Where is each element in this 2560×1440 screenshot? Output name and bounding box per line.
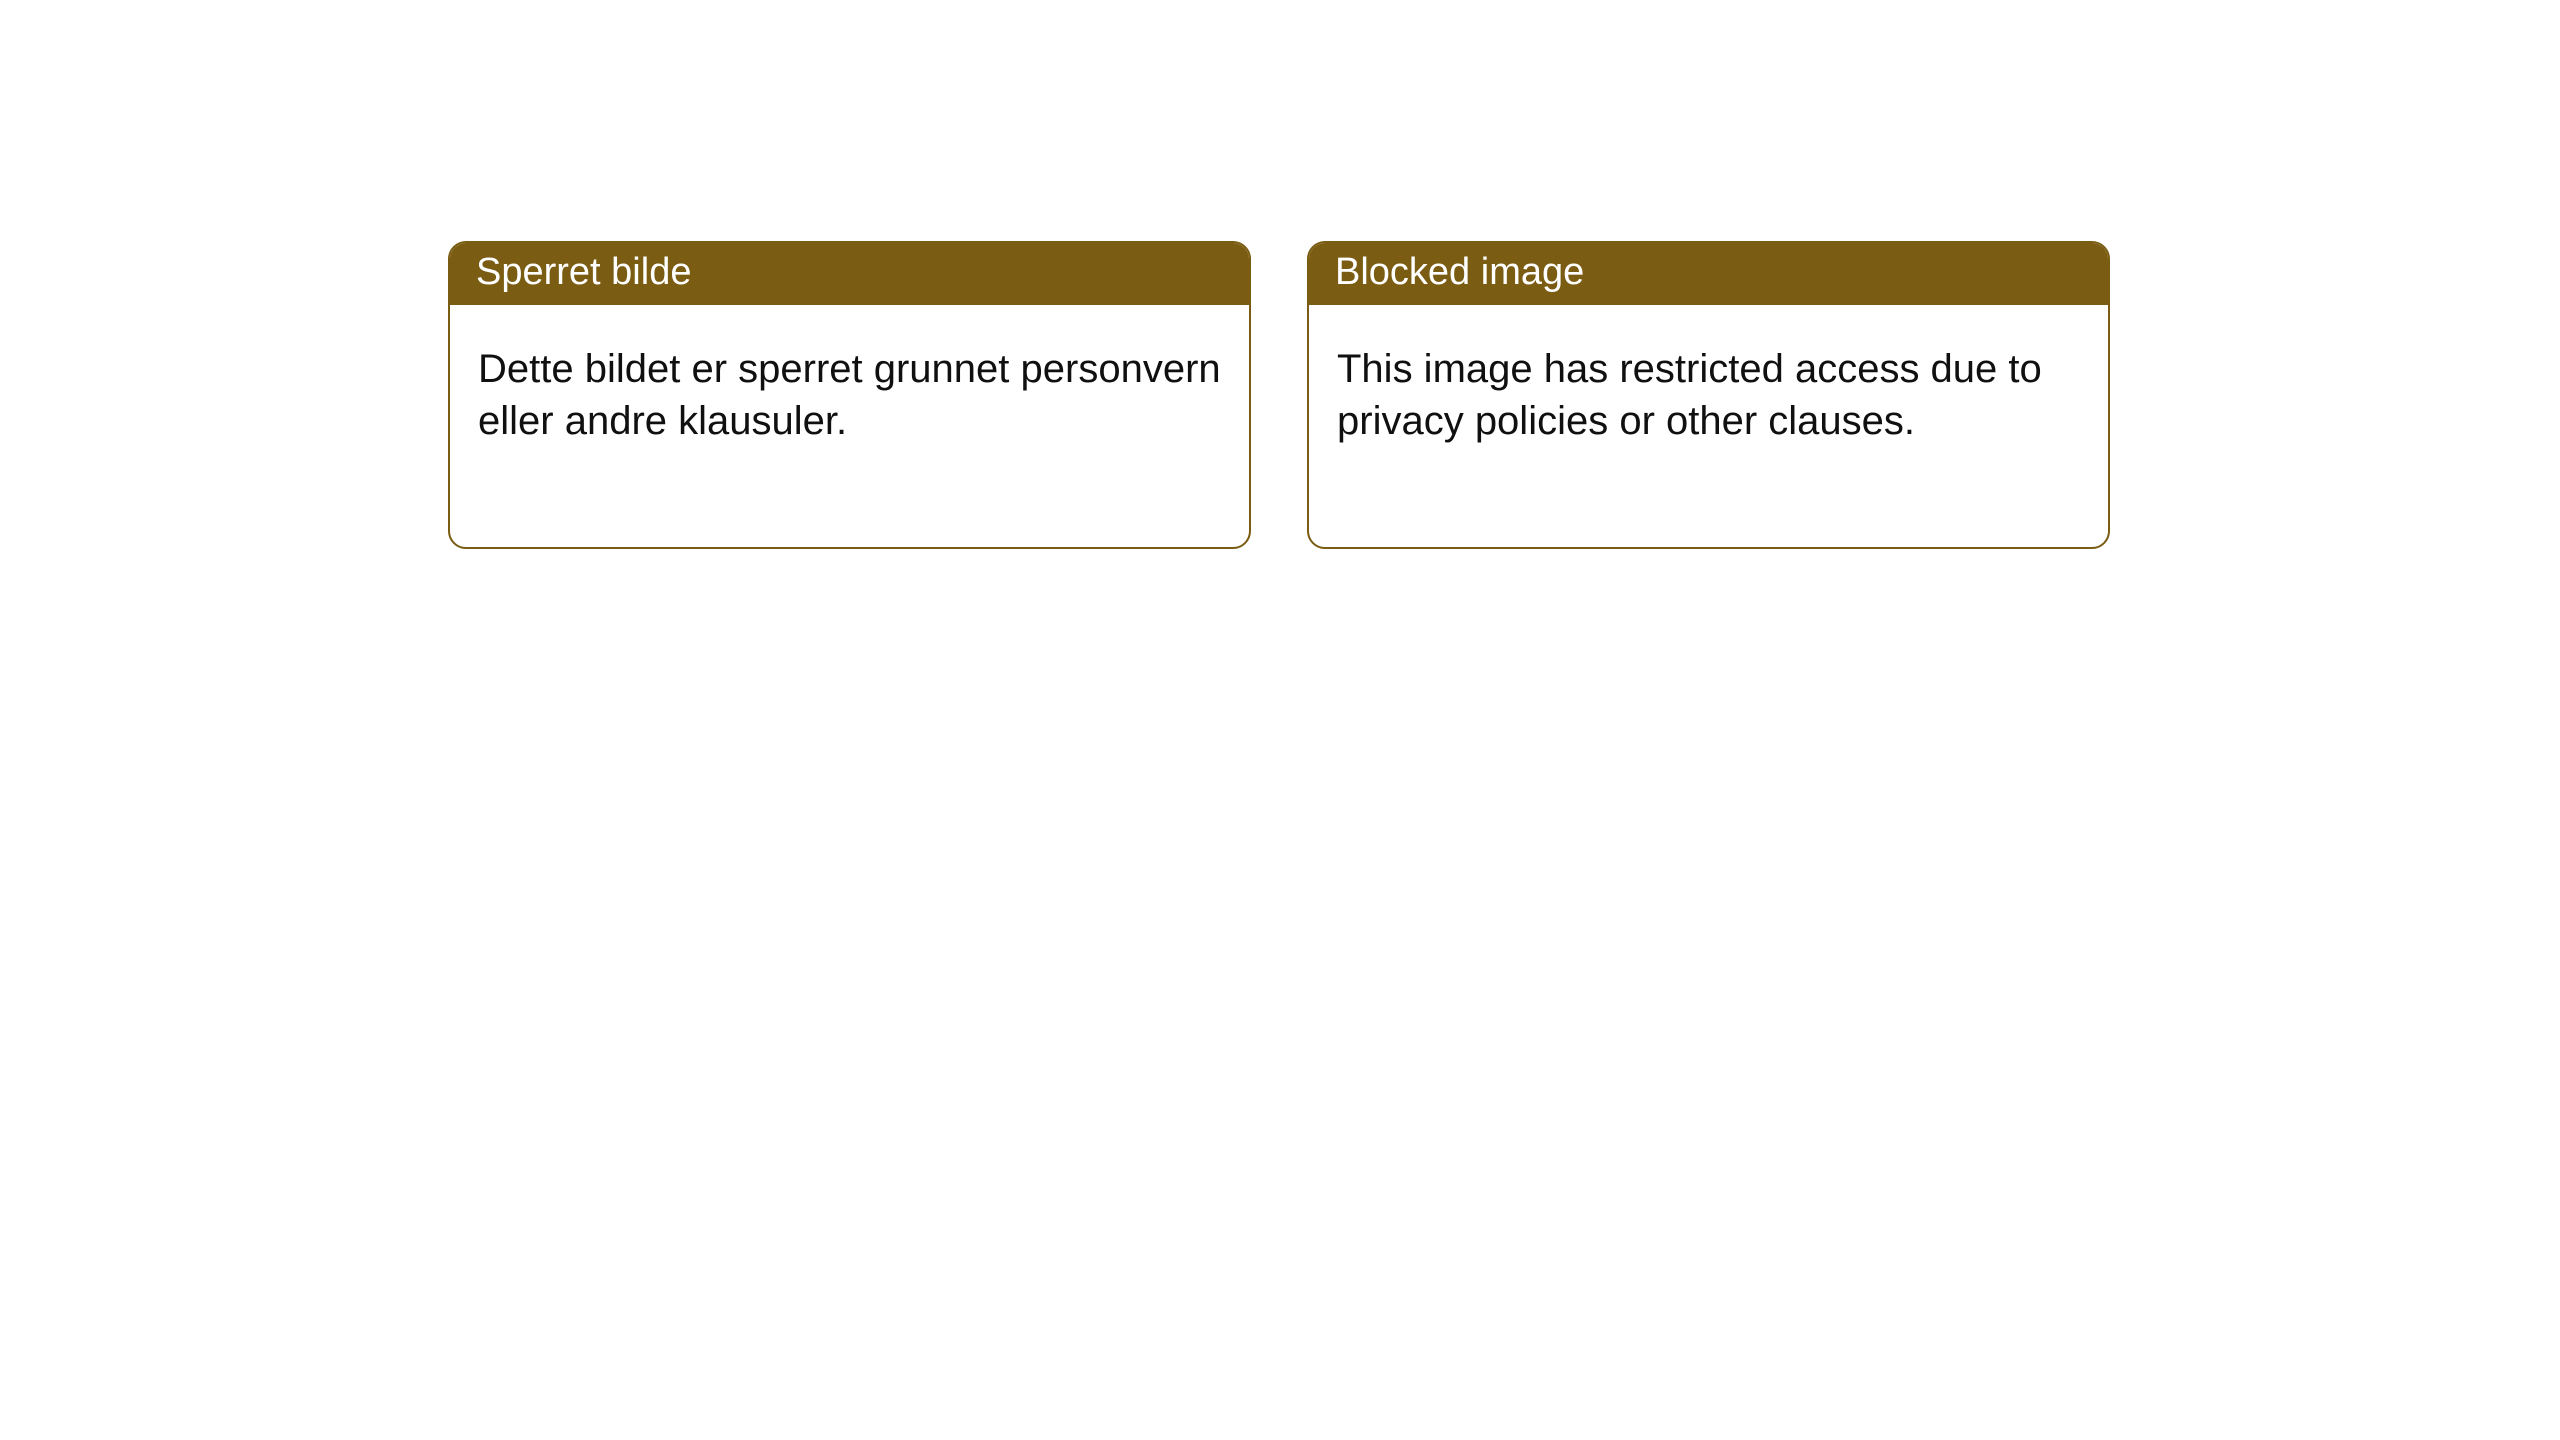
notice-body-english: This image has restricted access due to … xyxy=(1309,305,2108,547)
notice-card-english: Blocked image This image has restricted … xyxy=(1307,241,2110,549)
notice-container: Sperret bilde Dette bildet er sperret gr… xyxy=(0,0,2560,549)
notice-body-norwegian: Dette bildet er sperret grunnet personve… xyxy=(450,305,1249,547)
notice-title-norwegian: Sperret bilde xyxy=(450,243,1249,305)
notice-title-english: Blocked image xyxy=(1309,243,2108,305)
notice-card-norwegian: Sperret bilde Dette bildet er sperret gr… xyxy=(448,241,1251,549)
